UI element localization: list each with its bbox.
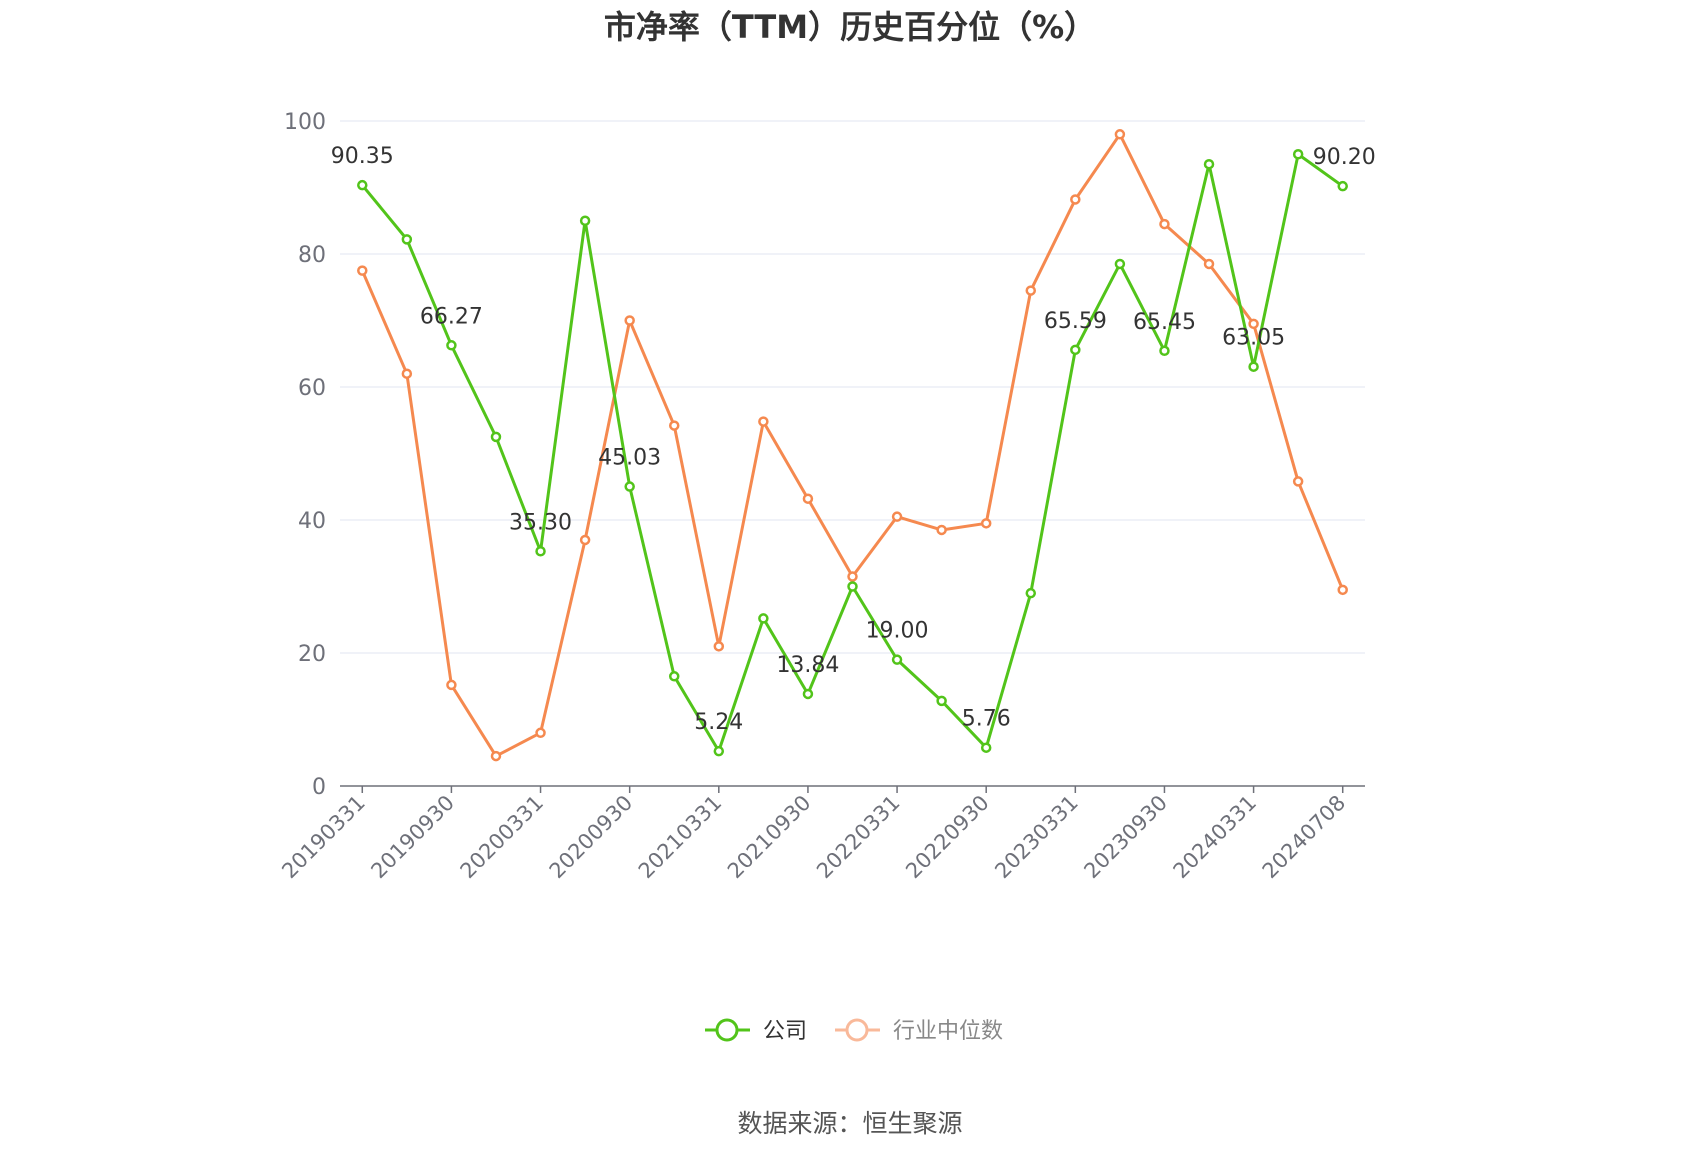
data-point[interactable]: [624, 315, 635, 326]
x-tick-label: 20200930: [545, 791, 638, 884]
data-label: 66.27: [420, 304, 483, 329]
grid-lines: [340, 120, 1365, 654]
data-point[interactable]: [1025, 285, 1037, 296]
data-point[interactable]: [891, 511, 903, 522]
y-tick-label: 80: [298, 243, 326, 268]
data-label: 90.20: [1313, 145, 1376, 170]
data-point[interactable]: [1025, 587, 1037, 599]
data-point[interactable]: [668, 420, 680, 431]
y-tick-label: 0: [312, 775, 326, 800]
x-tick-label: 20200331: [456, 791, 549, 884]
x-tick-label: 20210930: [723, 791, 816, 884]
data-point[interactable]: [1203, 158, 1215, 170]
x-tick-label: 20230331: [990, 791, 1083, 884]
data-point[interactable]: [802, 493, 814, 504]
data-point[interactable]: [490, 750, 502, 762]
data-point[interactable]: [1159, 345, 1170, 357]
legend-item-company[interactable]: 公司: [705, 1018, 807, 1044]
series-line: [360, 132, 1345, 758]
data-point[interactable]: [1070, 344, 1081, 356]
legend-label-industry: 行业中位数: [893, 1019, 1003, 1044]
data-point[interactable]: [446, 340, 457, 351]
data-label: 5.76: [962, 707, 1011, 732]
data-point[interactable]: [1337, 180, 1348, 192]
data-point[interactable]: [847, 571, 858, 582]
data-label: 45.03: [598, 446, 661, 471]
data-point[interactable]: [624, 481, 635, 492]
data-point[interactable]: [1292, 149, 1304, 160]
data-point[interactable]: [980, 518, 992, 529]
x-tick-label: 20220331: [812, 791, 905, 884]
data-point[interactable]: [1292, 476, 1304, 487]
data-point[interactable]: [980, 742, 992, 753]
data-label: 90.35: [331, 144, 394, 169]
data-point[interactable]: [357, 265, 368, 276]
data-point[interactable]: [1337, 584, 1348, 596]
x-tick-label: 20190331: [277, 791, 370, 884]
data-point[interactable]: [401, 368, 413, 379]
data-source: 数据来源：恒生聚源: [737, 1109, 962, 1138]
data-point[interactable]: [713, 641, 725, 652]
y-tick-label: 60: [298, 376, 326, 401]
data-point[interactable]: [535, 727, 546, 739]
data-point[interactable]: [936, 524, 947, 536]
data-point[interactable]: [1114, 258, 1126, 270]
data-point[interactable]: [758, 613, 769, 624]
data-label: 5.24: [694, 710, 743, 735]
legend-marker-company: [715, 1018, 739, 1042]
legend-label-company: 公司: [763, 1019, 807, 1044]
x-tick-label: 20190930: [366, 791, 459, 884]
x-axis: 2019033120190930202003312020093020210331…: [277, 785, 1365, 884]
data-point[interactable]: [1203, 258, 1215, 270]
x-tick-label: 20220930: [901, 791, 994, 884]
chart-title: 市净率（TTM）历史百分位（%）: [604, 8, 1096, 46]
data-point[interactable]: [847, 581, 858, 592]
x-tick-label: 20240708: [1258, 791, 1351, 884]
x-tick-label: 20240331: [1169, 791, 1262, 884]
y-tick-label: 100: [284, 110, 326, 135]
series-company: [357, 149, 1348, 757]
data-point[interactable]: [401, 234, 413, 245]
data-labels: 90.35 66.27 35.30 45.03 5.24 13.84 19.00 5.76 65…: [331, 144, 1376, 735]
series-line: [361, 152, 1344, 753]
y-axis: 0 20 40 60 80 100: [284, 110, 326, 800]
data-point[interactable]: [1070, 194, 1081, 205]
data-point[interactable]: [713, 745, 725, 757]
data-label: 35.30: [509, 510, 572, 535]
legend-item-industry[interactable]: 行业中位数: [835, 1018, 1003, 1044]
series-industry: [357, 129, 1348, 762]
legend[interactable]: 公司 行业中位数: [705, 1018, 1003, 1044]
data-point[interactable]: [668, 671, 680, 682]
data-point[interactable]: [891, 654, 903, 665]
data-label: 65.45: [1133, 310, 1196, 335]
data-label: 63.05: [1222, 326, 1285, 351]
legend-marker-industry: [845, 1018, 869, 1042]
data-label: 65.59: [1044, 309, 1107, 334]
data-label: 19.00: [866, 619, 929, 644]
y-tick-label: 20: [298, 642, 326, 667]
data-point[interactable]: [579, 534, 591, 546]
data-point[interactable]: [357, 179, 368, 191]
data-point[interactable]: [1248, 361, 1259, 372]
data-point[interactable]: [802, 688, 814, 700]
data-point[interactable]: [758, 416, 769, 427]
data-point[interactable]: [579, 215, 591, 226]
data-point[interactable]: [490, 431, 502, 443]
data-point[interactable]: [1114, 129, 1126, 140]
y-tick-label: 40: [298, 509, 326, 534]
data-point[interactable]: [446, 679, 457, 691]
data-label: 13.84: [776, 653, 839, 678]
data-point[interactable]: [936, 695, 947, 707]
x-tick-label: 20230930: [1079, 791, 1172, 884]
x-tick-label: 20210331: [634, 791, 727, 884]
data-point[interactable]: [1248, 318, 1259, 330]
data-point[interactable]: [1159, 218, 1170, 230]
data-point[interactable]: [535, 546, 546, 557]
